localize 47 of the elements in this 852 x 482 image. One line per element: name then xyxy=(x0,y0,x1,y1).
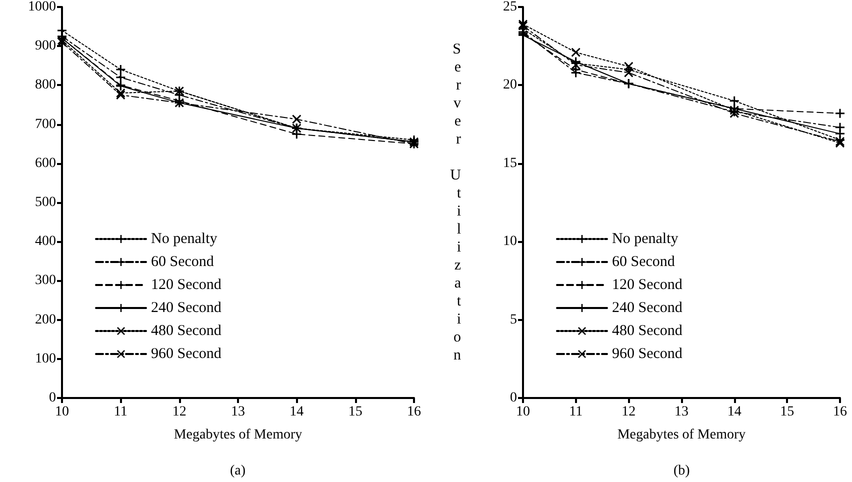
x-tick-label: 13 xyxy=(231,404,245,420)
x-tick-label: 10 xyxy=(55,404,69,420)
x-tick-label: 15 xyxy=(780,404,794,420)
text: Server Utilization xyxy=(450,42,461,364)
x-tick-label: 14 xyxy=(290,404,304,420)
legend-label: 60 Second xyxy=(151,254,214,270)
legend-label: 960 Second xyxy=(151,346,222,362)
x-tick-label: 16 xyxy=(407,404,421,420)
x-tick-label: 11 xyxy=(114,404,128,420)
x-axis-title: Megabytes of Memory xyxy=(617,428,746,442)
x-tick-label: 11 xyxy=(569,404,583,420)
legend-label: 120 Second xyxy=(612,277,683,294)
x-tick-label: 16 xyxy=(833,404,847,420)
y-tick-label: 900 xyxy=(35,38,56,54)
y-tick-label: 700 xyxy=(35,116,56,132)
y-tick-label: 10 xyxy=(503,234,517,250)
y-tick-label: 15 xyxy=(503,156,517,171)
legend-label: 240 Second xyxy=(151,300,222,316)
y-tick-label: 1000 xyxy=(28,0,56,14)
y-tick-label: 500 xyxy=(35,195,56,210)
y-tick-label: 600 xyxy=(35,156,56,171)
y-tick-label: 0 xyxy=(49,390,56,406)
legend-label: No penalty xyxy=(151,231,218,248)
legend-label: 480 Second xyxy=(151,323,222,340)
y-tick-label: 25 xyxy=(503,0,517,14)
y-tick-label: 800 xyxy=(35,78,56,93)
legend-label: No penalty xyxy=(612,231,679,248)
x-axis-title: Megabytes of Memory xyxy=(174,428,302,442)
x-tick-label: 12 xyxy=(172,404,186,420)
x-tick-label: 15 xyxy=(348,404,362,420)
y-tick-label: 20 xyxy=(503,78,517,93)
text: (a) xyxy=(230,464,246,478)
y-tick-label: 0 xyxy=(510,390,517,406)
legend-label: 60 Second xyxy=(612,254,676,270)
x-tick-label: 12 xyxy=(622,404,636,420)
legend-label: 960 Second xyxy=(612,346,683,362)
x-tick-label: 13 xyxy=(674,404,688,420)
y-tick-label: 100 xyxy=(35,351,56,366)
y-tick-label: 400 xyxy=(35,234,56,250)
legend-label: 240 Second xyxy=(612,300,683,316)
y-tick-label: 5 xyxy=(510,312,517,328)
legend-label: 120 Second xyxy=(151,277,222,294)
y-tick-label: 300 xyxy=(35,273,56,288)
text: (b) xyxy=(674,464,690,478)
x-tick-label: 14 xyxy=(727,404,742,420)
y-tick-label: 200 xyxy=(35,312,56,328)
legend-label: 480 Second xyxy=(612,323,683,340)
